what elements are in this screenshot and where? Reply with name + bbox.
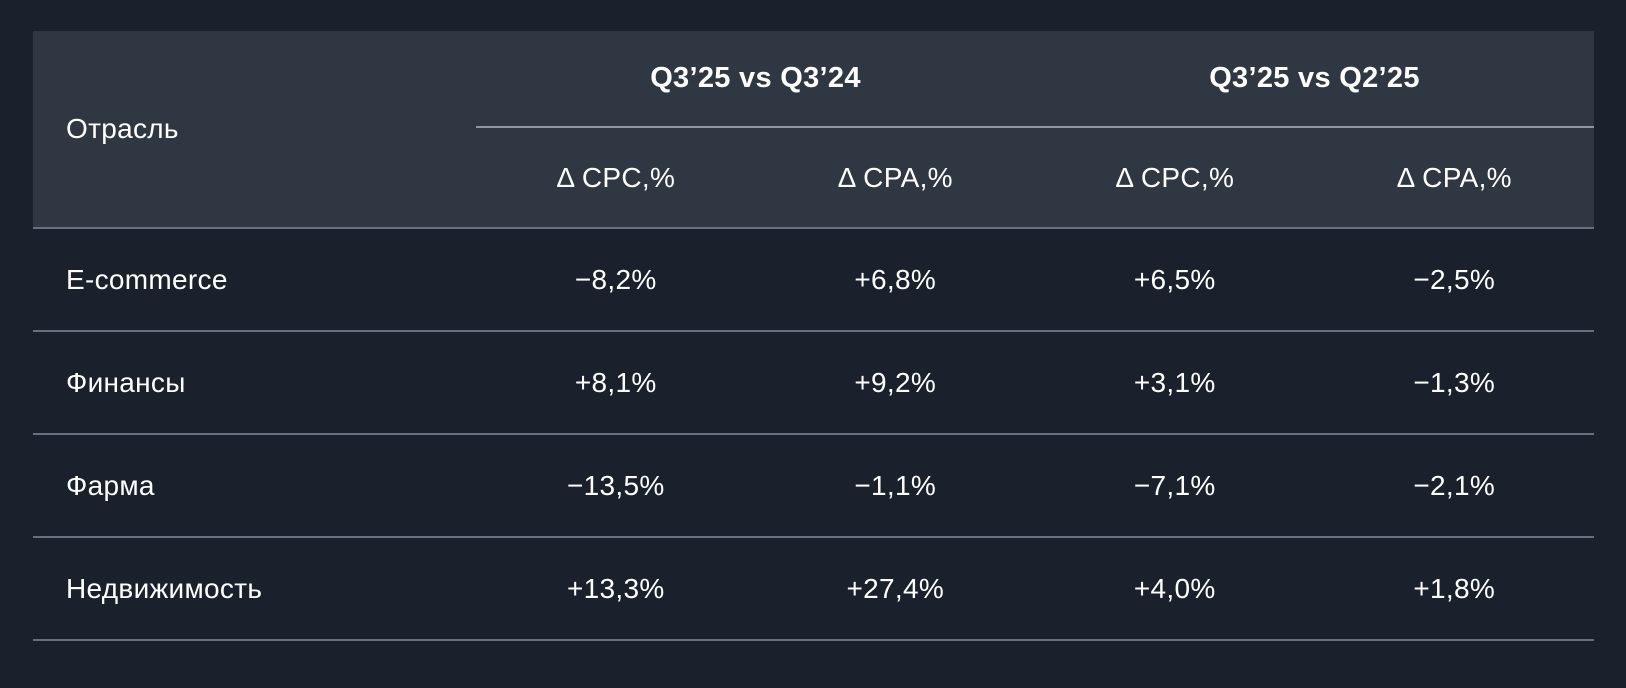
cell-cpc-yoy: +13,3% — [566, 572, 665, 604]
row-values: −13,5% −1,1% −7,1% −2,1% — [476, 470, 1594, 502]
table-header: Отрасль Q3’25 vs Q3’24 Q3’25 vs Q2’25 Δ … — [33, 31, 1594, 229]
cell-cpc-qoq: −7,1% — [1133, 469, 1216, 501]
column-header-cpa-yoy: Δ CPA,% — [837, 161, 953, 193]
metric-header-row: Δ CPC,% Δ CPA,% Δ CPC,% Δ CPA,% — [476, 128, 1594, 227]
industry-metrics-table: Отрасль Q3’25 vs Q3’24 Q3’25 vs Q2’25 Δ … — [33, 31, 1594, 641]
column-header-cpc-yoy: Δ CPC,% — [556, 161, 676, 193]
group-header-row: Q3’25 vs Q3’24 Q3’25 vs Q2’25 — [476, 31, 1594, 128]
table-row-pharma: Фарма −13,5% −1,1% −7,1% −2,1% — [33, 435, 1594, 538]
cell-cpc-qoq: +6,5% — [1133, 263, 1216, 295]
header-metric-groups: Q3’25 vs Q3’24 Q3’25 vs Q2’25 Δ CPC,% Δ … — [476, 31, 1594, 227]
cell-cpc-yoy: −13,5% — [566, 469, 665, 501]
group-header-q325-vs-q324: Q3’25 vs Q3’24 — [650, 62, 861, 94]
row-label: Фарма — [66, 469, 155, 501]
row-label: Финансы — [66, 366, 186, 398]
group-header-q325-vs-q225: Q3’25 vs Q2’25 — [1209, 62, 1420, 94]
cell-cpc-yoy: +8,1% — [574, 366, 657, 398]
row-values: +8,1% +9,2% +3,1% −1,3% — [476, 367, 1594, 399]
cell-cpa-yoy: +9,2% — [854, 366, 937, 398]
row-label: Недвижимость — [66, 572, 263, 604]
cell-cpc-qoq: +4,0% — [1133, 572, 1216, 604]
table-row-realestate: Недвижимость +13,3% +27,4% +4,0% +1,8% — [33, 538, 1594, 641]
cell-cpa-qoq: −2,1% — [1413, 469, 1496, 501]
row-values: +13,3% +27,4% +4,0% +1,8% — [476, 573, 1594, 605]
cell-cpc-qoq: +3,1% — [1133, 366, 1216, 398]
table-row-ecommerce: E-commerce −8,2% +6,8% +6,5% −2,5% — [33, 229, 1594, 332]
column-header-cpa-qoq: Δ CPA,% — [1396, 161, 1512, 193]
cell-cpa-yoy: +6,8% — [854, 263, 937, 295]
column-header-industry: Отрасль — [66, 113, 179, 144]
table-body: E-commerce −8,2% +6,8% +6,5% −2,5% Финан… — [33, 229, 1594, 641]
cell-cpa-yoy: −1,1% — [854, 469, 937, 501]
cell-cpa-qoq: −2,5% — [1413, 263, 1496, 295]
column-header-cpc-qoq: Δ CPC,% — [1115, 161, 1235, 193]
row-values: −8,2% +6,8% +6,5% −2,5% — [476, 264, 1594, 296]
cell-cpa-qoq: −1,3% — [1413, 366, 1496, 398]
cell-cpc-yoy: −8,2% — [574, 263, 657, 295]
row-label: E-commerce — [66, 263, 228, 295]
table-row-finance: Финансы +8,1% +9,2% +3,1% −1,3% — [33, 332, 1594, 435]
cell-cpa-yoy: +27,4% — [846, 572, 945, 604]
cell-cpa-qoq: +1,8% — [1413, 572, 1496, 604]
